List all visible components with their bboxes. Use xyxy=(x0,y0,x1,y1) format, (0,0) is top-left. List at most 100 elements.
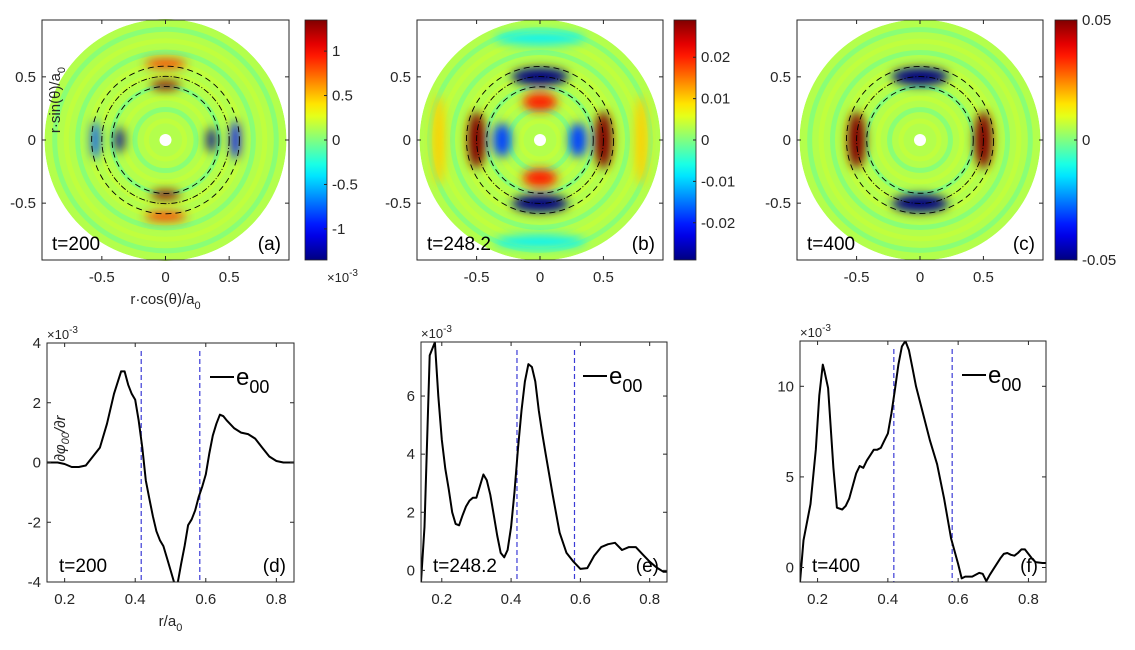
colorbar-exponent: ×10-3 xyxy=(327,268,358,285)
time-label: t=248.2 xyxy=(433,556,497,577)
legend-label: e00 xyxy=(988,362,1021,395)
field-feature xyxy=(493,122,511,158)
band xyxy=(98,72,233,208)
x-tick-label: 0.6 xyxy=(195,591,216,608)
legend: e00 xyxy=(962,362,1021,395)
band xyxy=(75,49,256,231)
x-tick-label: 0.2 xyxy=(431,591,452,608)
x-tick-label: 0.5 xyxy=(973,269,994,286)
y-tick-label: 0 xyxy=(786,560,794,577)
y-tick-label: -0.5 xyxy=(765,195,791,212)
time-label: t=200 xyxy=(59,556,107,577)
plot-area xyxy=(421,342,667,582)
x-tick-label: 0.8 xyxy=(1018,591,1039,608)
colorbar: 0.05 0 -0.05 xyxy=(1054,12,1116,269)
time-label: t=400 xyxy=(812,556,860,577)
band xyxy=(132,106,199,174)
colorbar-tick-label: 0 xyxy=(332,132,340,149)
axes-box xyxy=(799,340,1047,583)
x-tick-label: 0.6 xyxy=(948,591,969,608)
field-feature xyxy=(144,59,187,69)
field-feature xyxy=(206,127,216,153)
x-tick-label: 0.4 xyxy=(125,591,146,608)
flux-surface-ring xyxy=(866,86,974,194)
field-feature xyxy=(522,169,558,187)
colorbar-tick-label: 0.01 xyxy=(701,91,730,108)
x-tick-label: 0.2 xyxy=(807,591,828,608)
x-tick-label: 0 xyxy=(536,269,544,286)
y-axis-label: r·sin(θ)/a0 xyxy=(47,67,68,133)
panel-a: -0.5 0 0.5 0.5 0 -0.5 t=200 (a) r·cos(θ)/a0 r·sin… xyxy=(10,19,358,312)
y-tick-label: 6 xyxy=(407,388,415,405)
band xyxy=(830,50,1010,230)
band xyxy=(818,38,1022,242)
y-exponent: ×10-3 xyxy=(421,324,452,341)
y-tick-label: 10 xyxy=(777,378,794,395)
flux-surface-ring xyxy=(476,76,604,204)
y-tick-label: 0.5 xyxy=(390,69,411,86)
band xyxy=(898,118,942,162)
panel-c: -0.5 0 0.5 0.5 0 -0.5 t=400 (c) 0.05 0 -0.05 xyxy=(765,12,1116,286)
x-axis-label: r·cos(θ)/a0 xyxy=(130,291,200,312)
x-tick-label: 0.8 xyxy=(266,591,287,608)
field-feature xyxy=(150,80,181,90)
colorbar-tick-label: 0 xyxy=(1082,132,1090,149)
x-tick-label: -0.5 xyxy=(89,269,115,286)
flux-surface-ring xyxy=(846,66,994,214)
colorbar: 1 0.5 0 -0.5 -1 ×10-3 xyxy=(304,19,358,285)
x-tick-label: 0.6 xyxy=(570,591,591,608)
band xyxy=(807,27,1033,253)
field-feature xyxy=(635,94,648,186)
x-tick-label: 0.8 xyxy=(639,591,660,608)
y-tick-label: -0.5 xyxy=(10,195,36,212)
y-tick-label: 2 xyxy=(407,504,415,521)
flux-surface-ring xyxy=(91,65,240,215)
center-hole xyxy=(914,134,926,146)
center-hole xyxy=(534,134,546,146)
band xyxy=(143,118,188,162)
y-tick-label: -0.5 xyxy=(385,195,411,212)
band xyxy=(427,27,653,253)
field-feature xyxy=(494,32,586,45)
panel-label: (b) xyxy=(632,234,655,255)
colorbar-tick-label: -1 xyxy=(332,221,345,238)
flux-surface-ring xyxy=(466,66,614,214)
y-axis-label: ∂φ00/∂r xyxy=(52,414,72,461)
field-feature xyxy=(522,93,558,111)
panel-label: (e) xyxy=(636,556,659,577)
colorbar-gradient xyxy=(673,19,697,261)
colorbar-tick-label: 0.05 xyxy=(1082,12,1111,29)
band xyxy=(52,26,279,254)
field-feature xyxy=(569,122,587,158)
x-tick-label: 0.4 xyxy=(501,591,522,608)
time-label: t=400 xyxy=(807,234,855,255)
y-exponent: ×10-3 xyxy=(47,325,78,342)
flux-surface-ring xyxy=(856,76,984,204)
time-label: t=200 xyxy=(52,234,100,255)
field-feature xyxy=(494,235,586,248)
y-tick-label: 0 xyxy=(407,562,415,579)
y-tick-label: 4 xyxy=(407,446,415,463)
colorbar: 0.02 0.01 0 -0.01 -0.02 xyxy=(673,19,735,261)
colorbar-tick-label: -0.02 xyxy=(701,215,735,232)
field-feature xyxy=(115,127,125,153)
panel-b: -0.5 0 0.5 0.5 0 -0.5 t=248.2 (b) 0.02 0.01 0 -0.01… xyxy=(385,19,735,286)
colorbar-tick-label: 0.5 xyxy=(332,88,353,105)
band xyxy=(841,61,999,219)
x-axis-label: r/a0 xyxy=(159,613,183,634)
y-tick-label: 0 xyxy=(28,132,36,149)
field-feature xyxy=(432,94,445,186)
band xyxy=(461,61,619,219)
x-tick-label: 0.5 xyxy=(593,269,614,286)
x-tick-label: 0.4 xyxy=(877,591,898,608)
series-line-e00 xyxy=(421,342,667,582)
colorbar-tick-label: -0.5 xyxy=(332,176,358,193)
band xyxy=(63,38,268,242)
y-tick-label: 0.5 xyxy=(770,69,791,86)
panel-label: (d) xyxy=(263,556,286,577)
y-tick-label: 5 xyxy=(786,469,794,486)
panel-label: (f) xyxy=(1020,556,1038,577)
x-tick-label: -0.5 xyxy=(464,269,490,286)
